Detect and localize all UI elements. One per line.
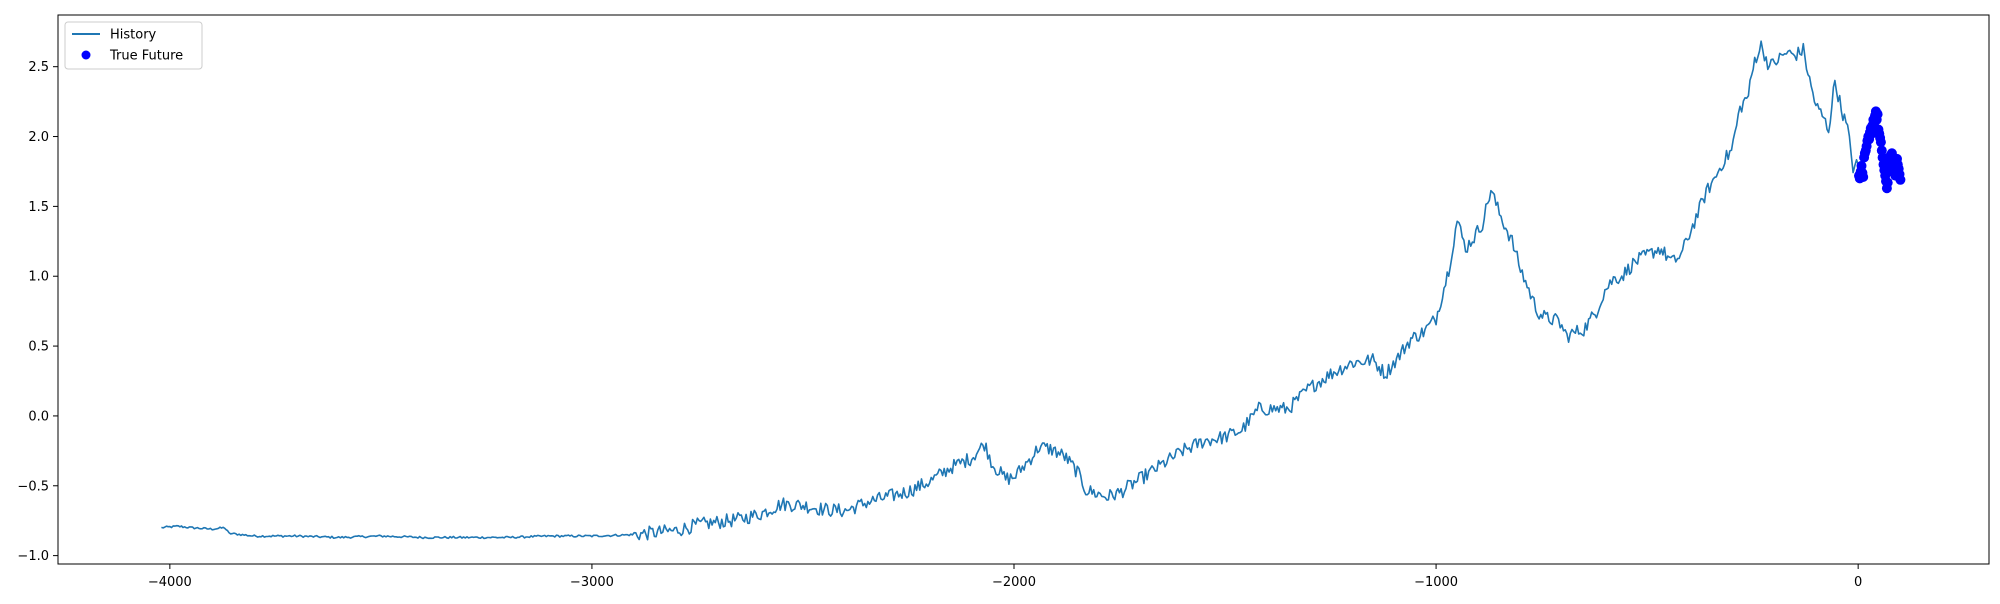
true-future-point: [1858, 172, 1869, 182]
y-tick-label: 1.0: [28, 270, 49, 285]
x-axis: −4000 −3000 −2000 −1000 0: [148, 564, 1862, 590]
y-tick-label: 1.5: [28, 200, 49, 215]
legend: History True Future: [64, 21, 203, 70]
y-tick-label: 2.0: [28, 130, 49, 145]
x-tick-label: −3000: [570, 575, 614, 590]
y-tick-label: 0.0: [28, 409, 49, 424]
plot-area: [161, 40, 1906, 541]
true-future-point: [1872, 109, 1883, 120]
legend-history-label: History: [110, 28, 157, 43]
y-axis: −1.0 −0.5 0.0 0.5 1.0 1.5 2.0 2.5: [17, 60, 58, 564]
legend-true-future-label: True Future: [109, 49, 183, 64]
legend-true-future-marker-icon: [81, 50, 91, 60]
true-future-point: [1882, 177, 1893, 188]
x-tick-label: −1000: [1414, 575, 1458, 590]
x-tick-label: 0: [1854, 575, 1862, 590]
true-future-point: [1895, 174, 1906, 185]
y-tick-label: −1.0: [17, 549, 49, 564]
x-tick-label: −2000: [992, 575, 1036, 590]
y-tick-label: 2.5: [28, 60, 49, 75]
x-tick-label: −4000: [148, 575, 192, 590]
y-tick-label: 0.5: [28, 340, 49, 355]
history-series-line: [161, 40, 1859, 541]
y-tick-label: −0.5: [17, 479, 49, 494]
plot-frame: [57, 14, 1990, 565]
true-future-point: [1875, 137, 1886, 148]
